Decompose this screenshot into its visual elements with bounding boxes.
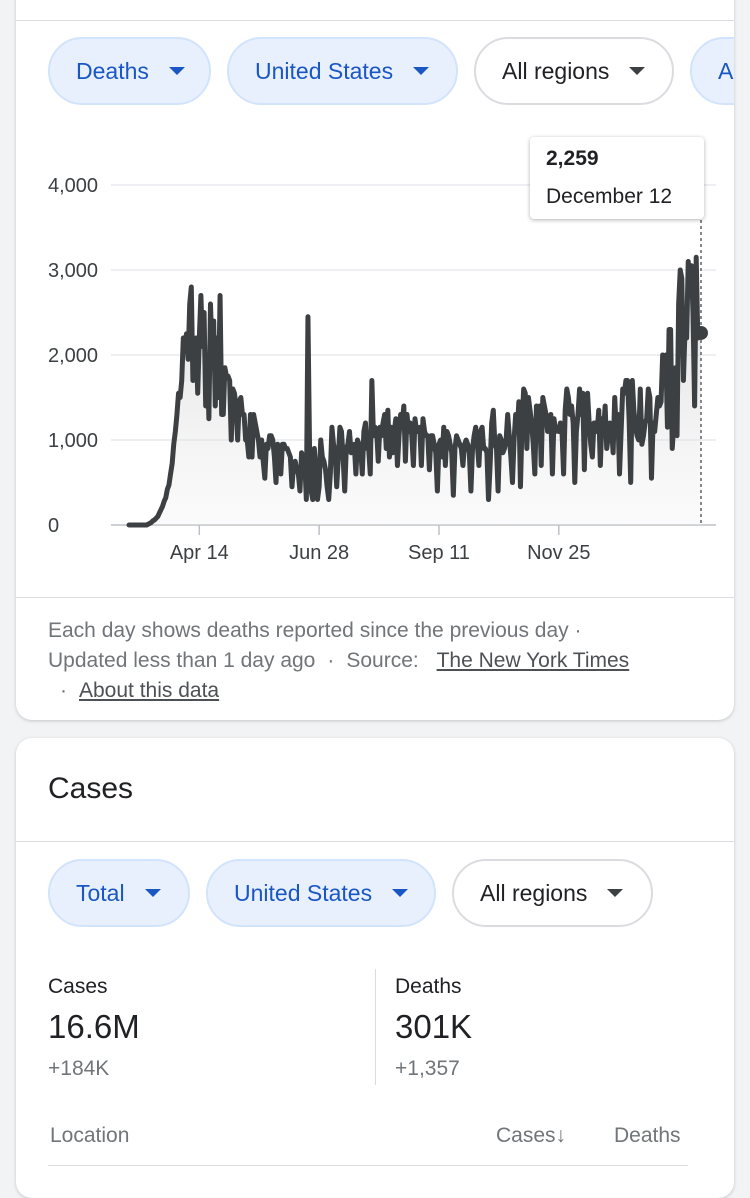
y-tick-label: 3,000 bbox=[48, 260, 98, 282]
chart-tooltip: 2,259 December 12 bbox=[530, 137, 704, 219]
table-header-divider bbox=[48, 1165, 688, 1166]
cases-stat-label: Cases bbox=[48, 975, 108, 998]
tooltip-date: December 12 bbox=[546, 185, 673, 208]
cases-column-header-label: Cases bbox=[496, 1124, 556, 1147]
caret-down-icon bbox=[144, 889, 161, 897]
metric-dropdown-label: Deaths bbox=[76, 57, 149, 84]
region-dropdown-label: All regions bbox=[502, 57, 610, 84]
cases-stat-value: 16.6M bbox=[48, 1008, 140, 1045]
deaths-stat-delta: +1,357 bbox=[395, 1057, 460, 1080]
section-title: Cases bbox=[48, 772, 134, 805]
region-dropdown[interactable]: All regions bbox=[452, 859, 653, 927]
y-tick-label: 2,000 bbox=[48, 345, 98, 367]
caret-down-icon bbox=[607, 889, 624, 897]
region-dropdown[interactable]: All regions bbox=[474, 37, 674, 105]
case-type-dropdown[interactable]: Total bbox=[48, 859, 190, 927]
source-link[interactable]: The New York Times bbox=[436, 649, 630, 672]
x-tick-label: Apr 14 bbox=[170, 542, 229, 564]
chart-divider bbox=[16, 597, 734, 598]
footnote-updated: Updated less than 1 day ago bbox=[48, 649, 316, 672]
x-tick-label: Nov 25 bbox=[527, 542, 590, 564]
country-dropdown[interactable]: United States bbox=[206, 859, 436, 927]
y-tick-label: 4,000 bbox=[48, 175, 98, 197]
x-axis: Apr 14 Jun 28 Sep 11 Nov 25 bbox=[170, 525, 590, 564]
sort-arrow-icon: ↓ bbox=[555, 1124, 567, 1147]
caret-down-icon bbox=[413, 67, 430, 75]
y-axis: 0 1,000 2,000 3,000 4,000 bbox=[48, 175, 98, 537]
footnote-separator: · bbox=[327, 649, 335, 672]
deaths-stat-label: Deaths bbox=[395, 975, 462, 998]
stats-divider bbox=[375, 969, 376, 1085]
x-tick-label: Sep 11 bbox=[408, 542, 470, 564]
title-divider bbox=[16, 841, 734, 842]
top-divider bbox=[16, 20, 734, 21]
country-dropdown-label: United States bbox=[234, 879, 373, 906]
chart-marker-layer bbox=[694, 220, 708, 525]
more-filter-chip-label: Al bbox=[718, 57, 734, 84]
cases-stat-delta: +184K bbox=[48, 1057, 110, 1080]
tooltip-value: 2,259 bbox=[546, 147, 599, 170]
case-type-dropdown-label: Total bbox=[76, 879, 125, 906]
metric-dropdown[interactable]: Deaths bbox=[48, 37, 211, 105]
series-line bbox=[126, 254, 704, 528]
location-column-header[interactable]: Location bbox=[50, 1124, 130, 1147]
deaths-column-header[interactable]: Deaths bbox=[614, 1124, 681, 1147]
deaths-chart[interactable]: 0 1,000 2,000 3,000 4,000 Apr 14 Jun 28 Sep 11… bbox=[16, 0, 734, 600]
y-tick-label: 0 bbox=[48, 515, 59, 537]
caret-down-icon bbox=[392, 889, 409, 897]
deaths-card: Deaths United States All regions Al 0 1,0… bbox=[16, 0, 734, 720]
chart-line-layer bbox=[126, 254, 704, 528]
highlight-point bbox=[694, 325, 708, 340]
footnote-separator: · bbox=[574, 619, 582, 642]
cases-card: Cases Total United States All regions Ca… bbox=[16, 738, 734, 1198]
deaths-stat-value: 301K bbox=[395, 1008, 473, 1045]
cases-column-header[interactable]: Cases↓ bbox=[496, 1124, 566, 1148]
about-data-link[interactable]: About this data bbox=[79, 679, 220, 702]
caret-down-icon bbox=[629, 67, 646, 75]
y-tick-label: 1,000 bbox=[48, 430, 98, 452]
chart-footnote: Each day shows deaths reported since the… bbox=[48, 616, 713, 706]
footnote-separator: · bbox=[60, 679, 67, 702]
footnote-description: Each day shows deaths reported since the… bbox=[48, 619, 569, 642]
footnote-source-label: Source: bbox=[346, 649, 419, 672]
x-tick-label: Jun 28 bbox=[289, 542, 349, 564]
country-dropdown-label: United States bbox=[255, 57, 394, 84]
region-dropdown-label: All regions bbox=[480, 879, 588, 906]
caret-down-icon bbox=[168, 67, 185, 75]
country-dropdown[interactable]: United States bbox=[227, 37, 458, 105]
